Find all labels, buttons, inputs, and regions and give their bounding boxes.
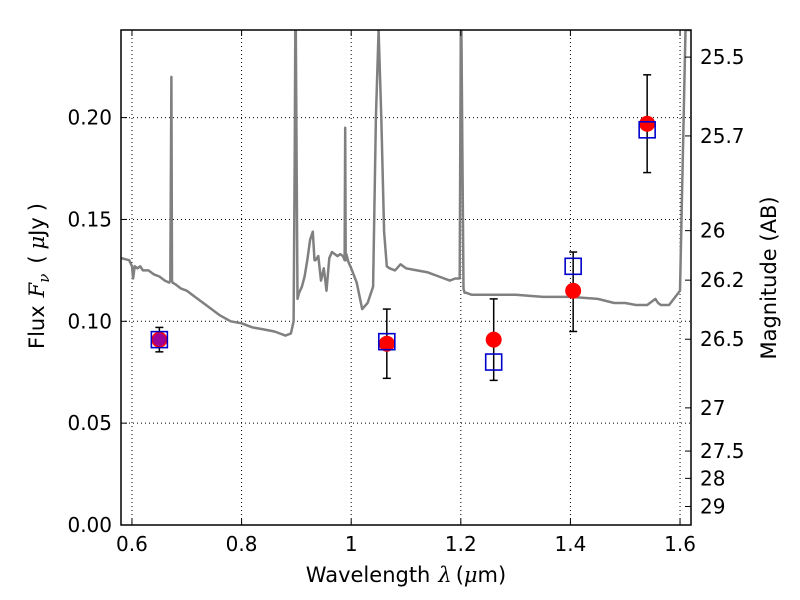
y-tick-label: 0.20 xyxy=(67,106,112,130)
y2-tick-label: 25.5 xyxy=(700,45,745,69)
model-point xyxy=(564,257,582,276)
observed-point xyxy=(485,331,502,348)
observed-point xyxy=(639,115,656,132)
y-tick-label: 0.15 xyxy=(67,207,112,231)
y2-tick-label: 26.2 xyxy=(700,268,745,292)
error-bars xyxy=(155,74,652,382)
x-tick-label: 1 xyxy=(345,532,358,556)
y2-axis-title: Magnitude (AB) xyxy=(757,196,781,359)
y-tick-label: 0.05 xyxy=(67,411,112,435)
y-tick-label: 0.10 xyxy=(67,309,112,333)
y2-tick-label: 29 xyxy=(700,494,725,518)
y-axis-title: FluxFν(μJy) xyxy=(25,203,53,349)
axes: 0.6 0.8 1 1.2 1.4 1.6 0.00 0.05 0.10 0.15 0.20 25.5… xyxy=(67,29,745,556)
model-point xyxy=(484,353,503,371)
y2-tick-label: 25.7 xyxy=(700,124,745,148)
y2-tick-label: 27 xyxy=(700,396,725,420)
y2-tick-label: 28 xyxy=(700,466,725,490)
y2-tick-label: 26 xyxy=(700,219,725,243)
plot-frame xyxy=(120,29,692,526)
observed-point xyxy=(565,282,582,299)
y-tick-label: 0.00 xyxy=(67,513,112,537)
data-points xyxy=(150,115,656,371)
spectrum-line xyxy=(121,30,691,337)
y2-tick-label: 27.5 xyxy=(700,439,745,463)
x-tick-label: 0.6 xyxy=(116,532,148,556)
model-point xyxy=(378,332,396,351)
observed-point xyxy=(378,335,395,352)
x-tick-label: 0.8 xyxy=(226,532,258,556)
y2-tick-label: 26.5 xyxy=(700,327,745,351)
x-axis-title: Wavelength λ (μm) xyxy=(306,563,506,587)
overlap-point xyxy=(152,333,166,347)
x-tick-label: 1.4 xyxy=(555,532,587,556)
model-point xyxy=(638,121,656,139)
model-point xyxy=(150,330,169,349)
spectrum-series xyxy=(121,30,691,337)
x-tick-label: 1.2 xyxy=(445,532,477,556)
x-tick-label: 1.6 xyxy=(664,532,696,556)
grid xyxy=(121,30,691,526)
